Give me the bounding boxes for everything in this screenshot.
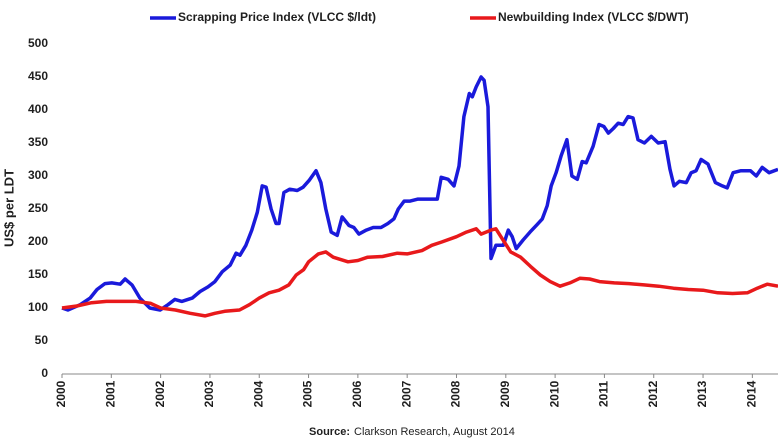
y-tick-label: 450: [28, 69, 48, 83]
x-tick-label: 2009: [498, 380, 512, 407]
y-tick-label: 150: [28, 267, 48, 281]
source-text: Clarkson Research, August 2014: [354, 426, 515, 438]
x-tick-label: 2004: [251, 380, 265, 407]
x-tick-label: 2007: [399, 380, 413, 407]
legend-label: Newbuilding Index (VLCC $/DWT): [498, 10, 689, 24]
y-tick-label: 350: [28, 135, 48, 149]
x-tick-label: 2001: [103, 380, 117, 407]
x-tick-label: 2010: [547, 380, 561, 407]
x-tick-label: 2006: [350, 380, 364, 407]
y-tick-label: 0: [41, 366, 48, 380]
x-tick-label: 2012: [646, 380, 660, 407]
y-tick-label: 200: [28, 234, 48, 248]
x-tick-label: 2000: [54, 380, 68, 407]
y-tick-label: 100: [28, 300, 48, 314]
legend-label: Scrapping Price Index (VLCC $/ldt): [178, 10, 376, 24]
x-tick-label: 2005: [301, 380, 315, 407]
y-tick-label: 300: [28, 168, 48, 182]
x-tick-label: 2013: [695, 380, 709, 407]
y-tick-label: 400: [28, 102, 48, 116]
x-tick-label: 2002: [153, 380, 167, 407]
series-line: [61, 227, 778, 318]
y-axis-label: US$ per LDT: [1, 169, 16, 247]
x-tick-label: 2011: [597, 381, 611, 407]
x-tick-label: 2003: [202, 380, 216, 407]
x-tick-label: 2008: [449, 380, 463, 407]
y-tick-label: 500: [28, 36, 48, 50]
source-label: Source:: [309, 426, 350, 438]
series-line: [61, 75, 778, 312]
y-tick-label: 50: [35, 333, 49, 347]
y-tick-label: 250: [28, 201, 48, 215]
x-tick-label: 2014: [745, 380, 759, 407]
